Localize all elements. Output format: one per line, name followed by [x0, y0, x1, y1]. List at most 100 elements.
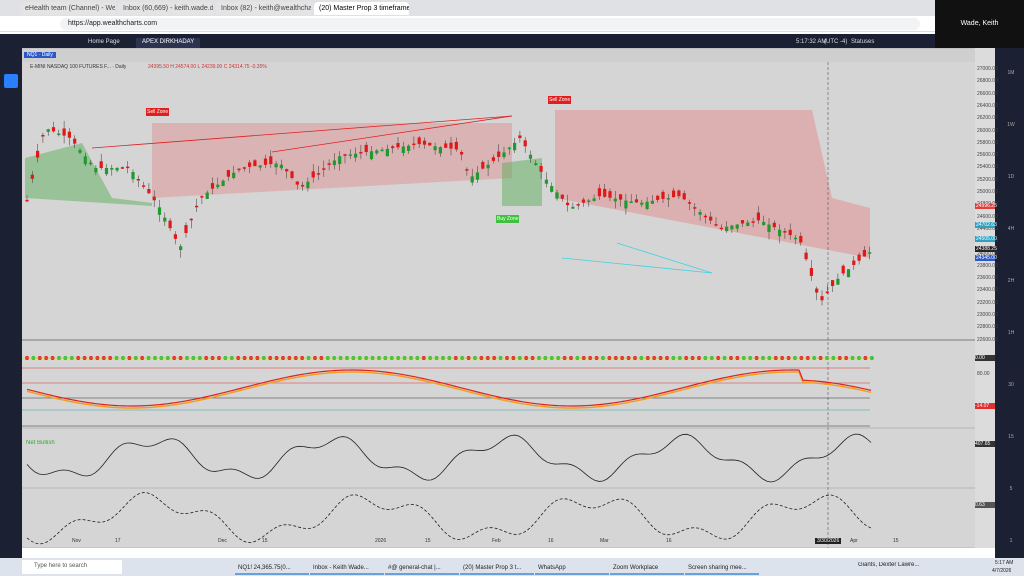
add-button[interactable] — [4, 74, 18, 88]
candle — [831, 280, 835, 286]
candle — [417, 137, 421, 145]
candle — [385, 148, 389, 157]
taskbar-app[interactable]: (20) Master Prop 3 t... — [460, 562, 534, 575]
candle — [523, 140, 527, 147]
time-label: 15 — [893, 538, 899, 544]
candle — [709, 216, 713, 221]
browser-tab[interactable]: (20) Master Prop 3 timeframes - Y... — [314, 2, 409, 15]
candle — [475, 172, 480, 180]
taskbar-app[interactable]: Inbox - Keith Wade... — [310, 562, 384, 575]
candle — [783, 231, 787, 233]
candle — [497, 151, 501, 157]
candle — [698, 212, 702, 215]
candle — [815, 288, 819, 293]
timeframe: 30 — [1008, 382, 1014, 388]
price-label: 26000.00 — [977, 127, 998, 134]
candle — [142, 185, 146, 187]
price-label: 25200.00 — [977, 176, 998, 183]
candle — [173, 234, 177, 239]
candle — [809, 267, 813, 276]
price-marker: 24388.25 — [975, 246, 997, 252]
ohlc: 24395.50 H 24574.00 L 24239.00 C 24314.7… — [148, 64, 267, 70]
candle — [248, 162, 252, 167]
candle — [836, 278, 840, 285]
taskbar-app[interactable]: Screen sharing mee... — [685, 562, 759, 575]
taskbar-app[interactable]: Zoom Workplace — [610, 562, 684, 575]
candle — [799, 235, 803, 243]
taskbar-app[interactable]: NQ1! 24,365.75(0... — [235, 562, 309, 575]
candle — [465, 169, 469, 171]
search-box[interactable]: Type here to search — [22, 560, 122, 574]
candle — [735, 224, 739, 229]
candle — [269, 156, 273, 165]
app-tab[interactable]: APEX DIRKHADAY — [136, 38, 201, 48]
zoom-overlay: Wade, Keith — [935, 0, 1024, 50]
address-bar[interactable]: https://app.wealthcharts.com — [60, 18, 920, 30]
candle — [396, 143, 400, 148]
chart-title: E-MINI NASDAQ 100 FUTURES F... · Daily — [30, 64, 127, 70]
time-label: Nov — [72, 538, 81, 544]
timeframe: 4H — [1007, 226, 1015, 232]
candle — [656, 195, 660, 200]
candle — [163, 217, 167, 222]
price-label: 25400.00 — [977, 164, 998, 171]
candle — [491, 157, 495, 161]
left-toolbar — [0, 48, 22, 558]
candle — [210, 183, 215, 189]
candle — [189, 218, 193, 221]
weather: Giants, Dexter Lawre... — [858, 562, 920, 568]
price-label: 26600.00 — [977, 90, 998, 97]
candle — [46, 129, 50, 132]
time-label: 17 — [115, 538, 121, 544]
candle — [348, 154, 352, 156]
candle — [73, 138, 77, 144]
clock: 5:17:32 AM — [796, 39, 827, 45]
candle — [263, 158, 268, 165]
candle — [608, 191, 612, 198]
app-tab[interactable]: Home Page — [88, 39, 120, 45]
candle — [237, 168, 241, 171]
candle — [730, 225, 734, 230]
browser-tab[interactable]: Inbox (82) - keith@wealthcharts.c... — [216, 2, 311, 15]
candle — [645, 201, 649, 209]
candle — [401, 146, 405, 154]
candle — [634, 199, 639, 203]
candle — [762, 221, 766, 226]
candle — [778, 229, 782, 237]
candle — [693, 207, 697, 209]
candle — [571, 206, 575, 209]
timeframe: 1W — [1007, 122, 1015, 128]
candle — [539, 166, 543, 172]
candle — [152, 196, 156, 201]
time-label: Apr — [850, 538, 858, 544]
candle — [592, 198, 596, 201]
candle — [147, 188, 151, 194]
candle — [746, 222, 750, 227]
price-label: 24400.00 — [977, 225, 998, 232]
status[interactable]: Statuses — [851, 39, 875, 45]
candle — [507, 147, 511, 150]
candle — [772, 222, 776, 228]
price-axis — [975, 48, 995, 548]
taskbar-app[interactable]: WhatsApp — [535, 562, 609, 575]
candle — [120, 167, 124, 169]
candle — [793, 237, 798, 240]
candle — [89, 162, 93, 165]
candle — [613, 198, 617, 202]
taskbar-app[interactable]: #@ general-chat |... — [385, 562, 459, 575]
candle — [136, 178, 140, 181]
candle — [36, 150, 40, 158]
candle — [566, 202, 570, 206]
candle — [640, 202, 644, 205]
candle — [666, 198, 670, 200]
browser-tab[interactable]: eHealth team (Channel) - Wealth C... — [20, 2, 115, 15]
osc-line — [26, 371, 872, 409]
candle — [359, 151, 363, 154]
time-label: 15 — [262, 538, 268, 544]
candle — [661, 191, 665, 199]
candle — [369, 151, 374, 160]
browser-tab[interactable]: Inbox (60,669) - keith.wade.dba@... — [118, 2, 213, 15]
indicator-value: 407.65 — [975, 441, 995, 447]
price-marker: 24345.00 — [975, 255, 997, 261]
